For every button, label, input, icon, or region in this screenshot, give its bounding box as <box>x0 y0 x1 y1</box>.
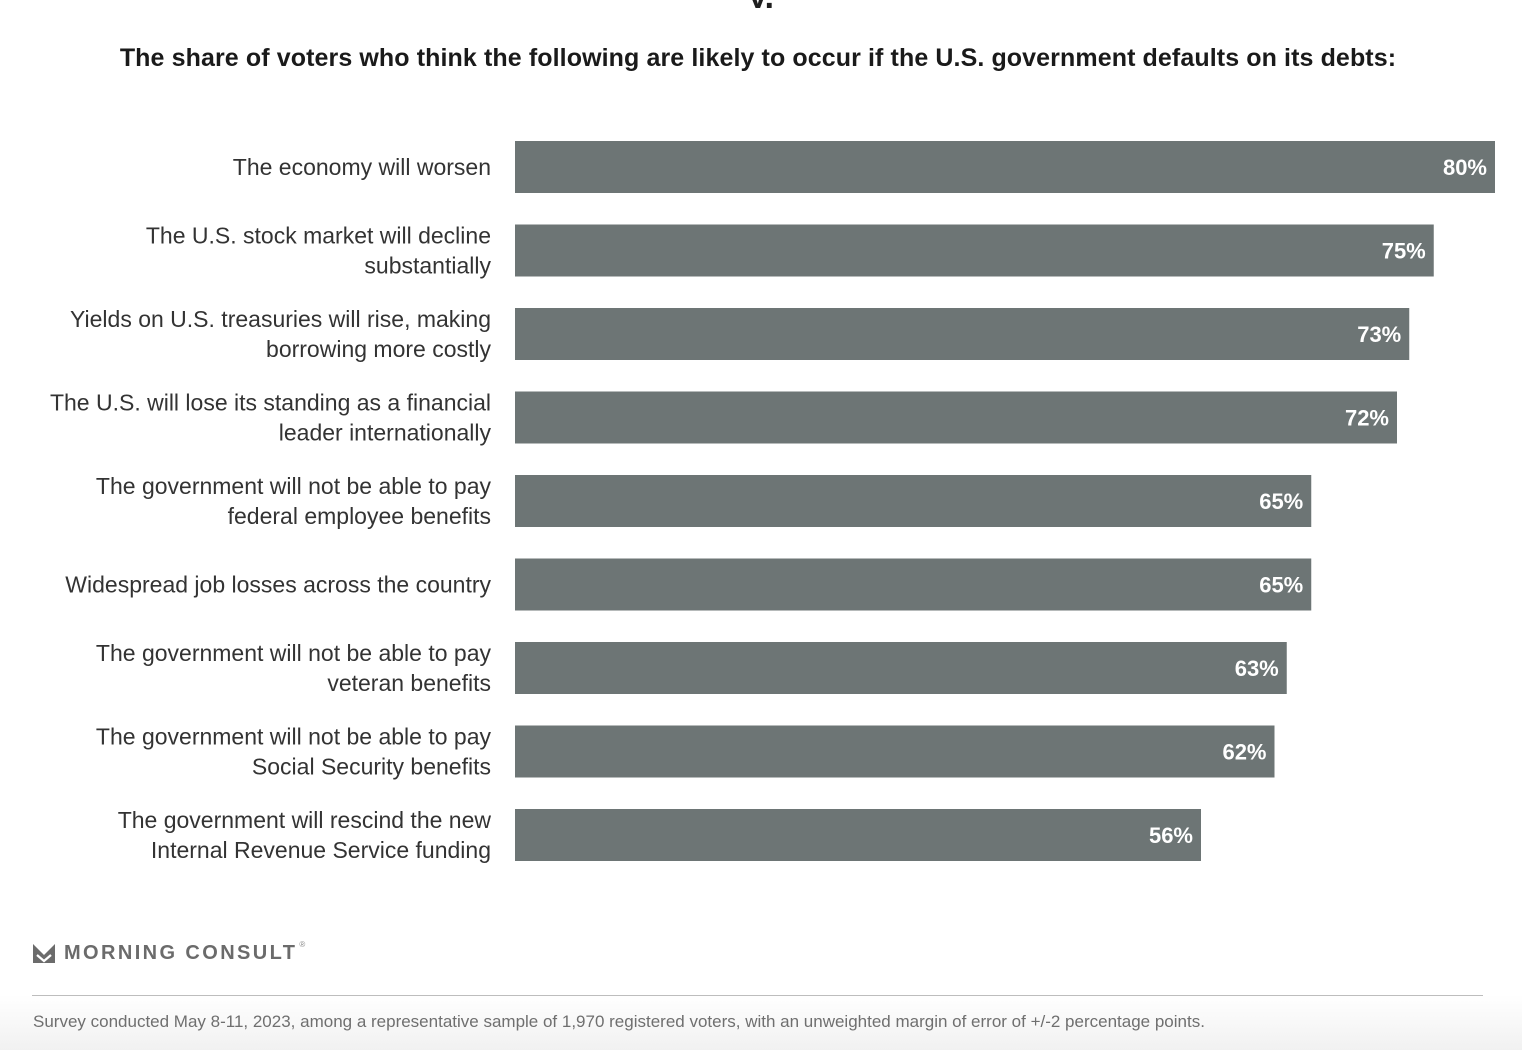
category-label-line: borrowing more costly <box>266 336 491 362</box>
bar-chart: 80% The economy will worsen 75% The U.S. st… <box>50 141 1495 863</box>
bar-value-label: 62% <box>1222 740 1266 765</box>
footer-band <box>0 995 1522 1050</box>
category-label-line: The government will rescind the new <box>118 807 492 833</box>
bar-value-label: 72% <box>1345 406 1389 431</box>
bar-value-label: 65% <box>1259 489 1303 514</box>
bar-5 <box>515 475 1312 527</box>
category-label-line: The government will not be able to pay <box>96 473 492 499</box>
bar-value-label: 73% <box>1357 322 1401 347</box>
bar-4 <box>515 391 1397 444</box>
category-label-line: The U.S. stock market will decline <box>146 223 491 249</box>
category-label-line: The economy will worsen <box>233 154 491 180</box>
category-label: The U.S. will lose its standing as a fin… <box>50 390 492 446</box>
category-label: The government will not be able to pay fe… <box>96 473 492 529</box>
bar-3 <box>515 308 1410 360</box>
morning-consult-logo: MORNING CONSULT ® <box>32 940 305 966</box>
survey-footnote: Survey conducted May 8-11, 2023, among a… <box>33 1012 1205 1031</box>
logo-wordmark: MORNING CONSULT <box>64 941 298 964</box>
morning-consult-m-icon <box>33 944 55 963</box>
category-label: The government will rescind the new Inter… <box>118 807 492 863</box>
category-label-line: Widespread job losses across the country <box>65 572 491 598</box>
category-label: Widespread job losses across the country <box>65 572 491 598</box>
category-label-line: The U.S. will lose its standing as a fin… <box>50 390 491 416</box>
category-label: The government will not be able to pay ve… <box>96 640 492 696</box>
bar-6 <box>515 558 1312 611</box>
category-label-line: Yields on U.S. treasuries will rise, mak… <box>70 306 491 332</box>
category-label-line: federal employee benefits <box>228 503 491 529</box>
bar-7 <box>515 642 1287 694</box>
category-label: Yields on U.S. treasuries will rise, mak… <box>70 306 491 362</box>
category-label-line: The government will not be able to pay <box>96 724 492 750</box>
registered-mark: ® <box>299 940 306 949</box>
bar-8 <box>515 725 1275 778</box>
chart-subtitle: The share of voters who think the follow… <box>119 44 1397 72</box>
category-label-line: Social Security benefits <box>252 754 491 780</box>
bar-1 <box>515 141 1495 193</box>
bar-value-label: 56% <box>1149 823 1193 848</box>
bar-value-label: 65% <box>1259 573 1303 598</box>
category-label: The government will not be able to pay So… <box>96 724 492 780</box>
bar-2 <box>515 224 1434 277</box>
category-label-line: substantially <box>364 253 491 279</box>
bar-9 <box>515 809 1201 861</box>
bar-value-label: 80% <box>1443 155 1487 180</box>
category-label: The economy will worsen <box>233 154 491 180</box>
footer-divider <box>32 995 1483 996</box>
category-label-line: veteran benefits <box>327 670 491 696</box>
category-label-line: leader internationally <box>279 420 492 446</box>
cropped-title-fragment: y, <box>0 0 1522 8</box>
bar-value-label: 63% <box>1235 656 1279 681</box>
bar-value-label: 75% <box>1382 239 1426 264</box>
category-label-line: Internal Revenue Service funding <box>151 837 491 863</box>
category-label: The U.S. stock market will decline substa… <box>146 223 492 279</box>
category-label-line: The government will not be able to pay <box>96 640 492 666</box>
